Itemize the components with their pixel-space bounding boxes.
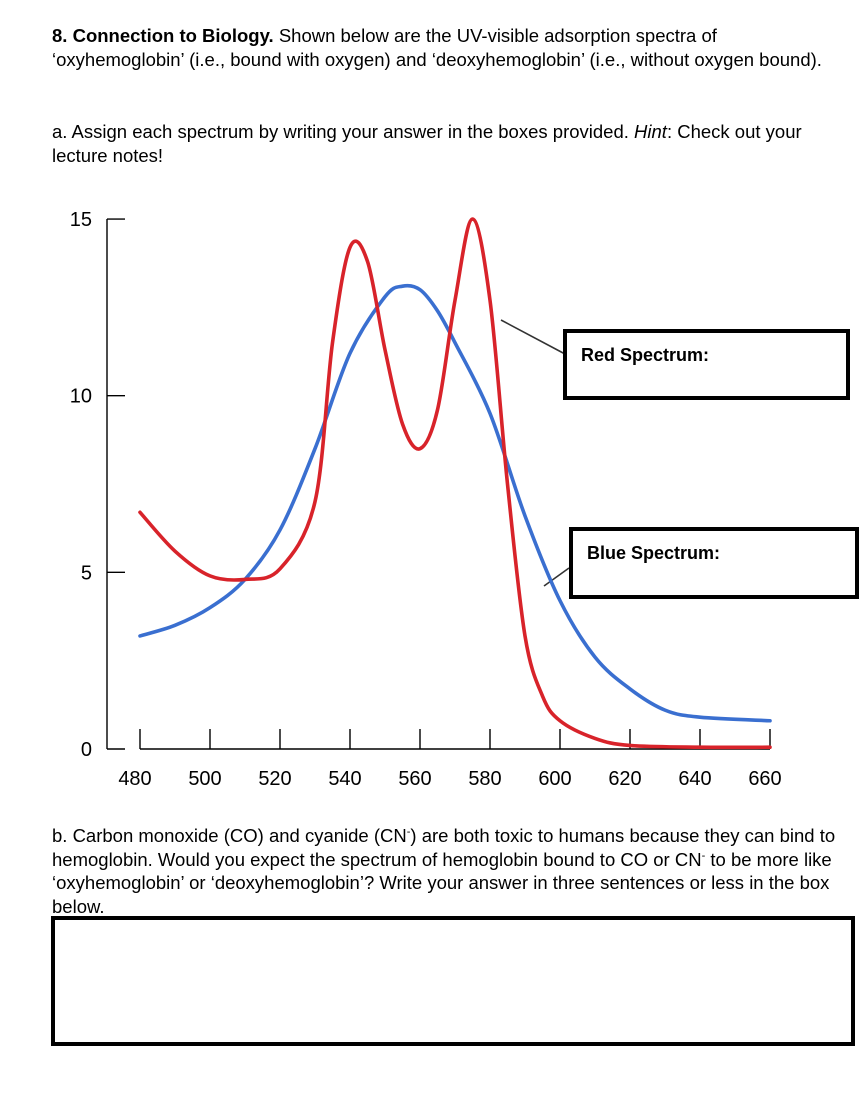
question-number: 8.: [52, 25, 68, 46]
leader-lines: [500, 319, 570, 587]
x-tick-label: 660: [748, 768, 781, 790]
hint-text: : Check out your lecture notes!: [52, 121, 802, 166]
chart-ticks: 0 5 10 15 480 500 520 540 560 580 600 620 640 660: [70, 209, 782, 790]
y-tick-label: 0: [81, 739, 92, 761]
y-tick-label: 5: [81, 562, 92, 584]
x-tick-label: 580: [468, 768, 501, 790]
x-tick-label: 620: [608, 768, 641, 790]
part-b-text-1: b. Carbon monoxide (CO) and cyanide (CN: [52, 825, 407, 846]
part-b-text-3: to be more like ‘oxyhemoglobin’ or ‘deox…: [52, 848, 832, 917]
x-tick-label: 520: [258, 768, 291, 790]
blue-spectrum-line: [138, 283, 772, 723]
red-spectrum-label: Red Spectrum:: [581, 345, 710, 365]
x-tick-label: 640: [678, 768, 711, 790]
red-spectrum-answer-box[interactable]: Red Spectrum:: [563, 329, 850, 400]
question-8: 8. Connection to Biology. Shown below ar…: [52, 24, 852, 71]
x-tick-label: 480: [118, 768, 151, 790]
y-tick-label: 15: [70, 209, 92, 231]
superscript-minus: -: [701, 849, 706, 862]
x-tick-label: 560: [398, 768, 431, 790]
red-spectrum-line: [138, 217, 772, 750]
chart-series: [138, 217, 772, 750]
x-tick-label: 540: [328, 768, 361, 790]
question-title: Connection to Biology.: [72, 25, 274, 46]
y-tick-label: 10: [70, 386, 92, 408]
superscript-minus: -: [406, 826, 411, 838]
chart-axes: [106, 219, 770, 750]
question-text: Shown below are the UV-visible adsorptio…: [52, 25, 822, 70]
x-tick-label: 500: [188, 768, 221, 790]
part-a-text: a. Assign each spectrum by writing your …: [52, 121, 629, 142]
part-a-prompt: a. Assign each spectrum by writing your …: [52, 120, 852, 167]
blue-spectrum-label: Blue Spectrum:: [587, 543, 721, 563]
part-b-text-2: ) are both toxic to humans because they …: [52, 825, 836, 870]
x-tick-label: 600: [538, 768, 571, 790]
hint-label: Hint: [634, 121, 667, 142]
absorption-spectra-chart: 0 5 10 15 480 500 520 540 560 580 600 620 640 660: [70, 209, 782, 790]
part-b-answer-box[interactable]: [51, 916, 855, 1046]
blue-spectrum-answer-box[interactable]: Blue Spectrum:: [569, 527, 859, 599]
blue-leader-line: [543, 567, 570, 587]
red-leader-line: [500, 319, 566, 355]
part-b-prompt: b. Carbon monoxide (CO) and cyanide (CN-…: [52, 824, 864, 918]
